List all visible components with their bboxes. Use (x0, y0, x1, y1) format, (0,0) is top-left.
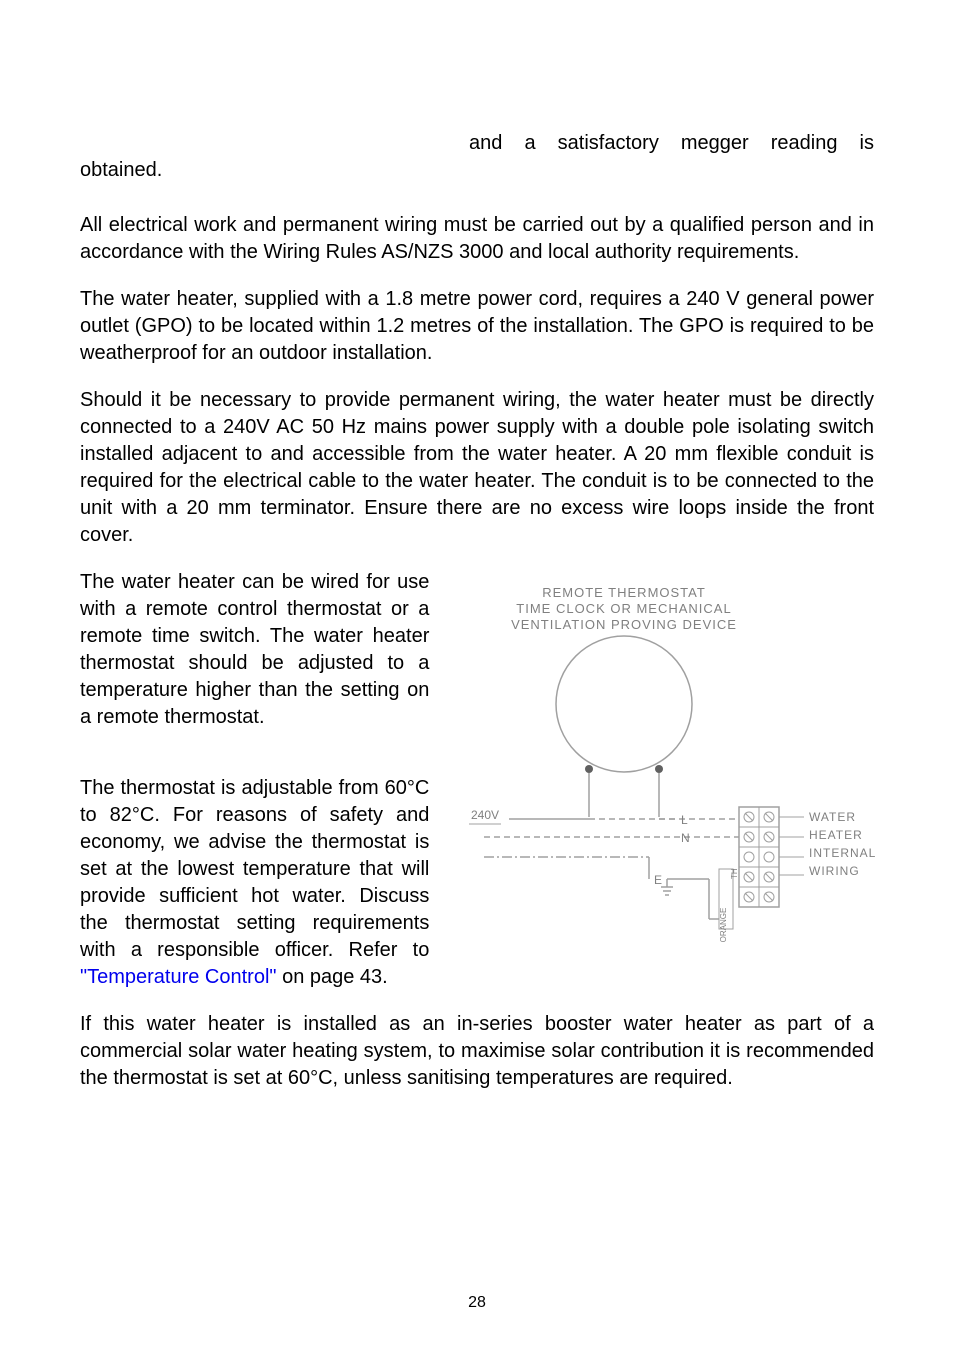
diagram-title-line2: TIME CLOCK OR MECHANICAL (517, 601, 732, 616)
paragraph-4: Should it be necessary to provide perman… (80, 387, 874, 549)
label-wiring: WIRING (809, 864, 860, 878)
document-content: and a satisfactory megger reading is obt… (80, 130, 874, 1092)
para1-text: and a satisfactory megger reading is obt… (80, 132, 874, 181)
left-column: The water heater can be wired for use wi… (80, 569, 429, 991)
label-orange: ORANGE (719, 908, 728, 943)
paragraph-1: and a satisfactory megger reading is obt… (80, 130, 874, 184)
label-E: E (654, 873, 662, 887)
screw-3b (764, 852, 774, 862)
paragraph-7: If this water heater is installed as an … (80, 1011, 874, 1092)
temperature-control-link[interactable]: "Temperature Control" (80, 966, 277, 988)
terminal-dot-right (655, 765, 663, 773)
para6-post: on page 43. (277, 966, 388, 988)
terminal-dot-left (585, 765, 593, 773)
diagram-title-line3: VENTILATION PROVING DEVICE (511, 617, 737, 632)
paragraph-5: The water heater can be wired for use wi… (80, 569, 429, 731)
label-internal: INTERNAL (809, 846, 876, 860)
screw-3a (744, 852, 754, 862)
diagram-title-line1: REMOTE THERMOSTAT (543, 585, 707, 600)
wiring-diagram: REMOTE THERMOSTAT TIME CLOCK OR MECHANIC… (449, 579, 889, 979)
right-column: REMOTE THERMOSTAT TIME CLOCK OR MECHANIC… (449, 569, 889, 991)
paragraph-6: The thermostat is adjustable from 60°C t… (80, 775, 429, 991)
label-L: L (681, 813, 688, 827)
label-heater: HEATER (809, 828, 863, 842)
label-th: TH (730, 868, 739, 879)
two-column-section: The water heater can be wired for use wi… (80, 569, 874, 991)
para6-pre: The thermostat is adjustable from 60°C t… (80, 777, 429, 961)
page-number: 28 (0, 1294, 954, 1312)
paragraph-2: All electrical work and permanent wiring… (80, 212, 874, 266)
thermostat-circle (556, 636, 692, 772)
label-N: N (681, 831, 690, 845)
label-water: WATER (809, 810, 856, 824)
label-240v: 240V (471, 808, 499, 822)
paragraph-3: The water heater, supplied with a 1.8 me… (80, 286, 874, 367)
